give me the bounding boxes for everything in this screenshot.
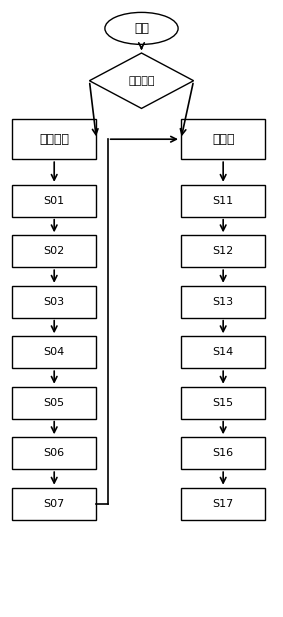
Text: S17: S17 bbox=[213, 499, 234, 508]
FancyBboxPatch shape bbox=[12, 487, 97, 520]
Text: S16: S16 bbox=[213, 448, 234, 458]
FancyBboxPatch shape bbox=[181, 119, 265, 159]
Text: S01: S01 bbox=[44, 196, 65, 205]
FancyBboxPatch shape bbox=[181, 286, 265, 318]
FancyBboxPatch shape bbox=[181, 487, 265, 520]
FancyBboxPatch shape bbox=[181, 437, 265, 469]
FancyBboxPatch shape bbox=[181, 336, 265, 368]
Text: S07: S07 bbox=[44, 499, 65, 508]
Text: S11: S11 bbox=[213, 196, 234, 205]
FancyBboxPatch shape bbox=[12, 184, 97, 217]
Text: S04: S04 bbox=[44, 347, 65, 357]
FancyBboxPatch shape bbox=[12, 235, 97, 267]
Text: S13: S13 bbox=[213, 297, 234, 307]
FancyBboxPatch shape bbox=[12, 336, 97, 368]
FancyBboxPatch shape bbox=[12, 119, 97, 159]
FancyBboxPatch shape bbox=[12, 437, 97, 469]
FancyBboxPatch shape bbox=[181, 184, 265, 217]
Ellipse shape bbox=[105, 12, 178, 44]
Polygon shape bbox=[89, 53, 194, 109]
Text: S15: S15 bbox=[213, 398, 234, 408]
FancyBboxPatch shape bbox=[12, 387, 97, 419]
Text: 降麞机前: 降麞机前 bbox=[39, 133, 69, 146]
Text: S05: S05 bbox=[44, 398, 65, 408]
Text: S14: S14 bbox=[213, 347, 234, 357]
Text: 锂坤位置: 锂坤位置 bbox=[128, 76, 155, 86]
FancyBboxPatch shape bbox=[181, 387, 265, 419]
Text: 轧机前: 轧机前 bbox=[212, 133, 234, 146]
FancyBboxPatch shape bbox=[181, 235, 265, 267]
Text: 开始: 开始 bbox=[134, 22, 149, 35]
Text: S03: S03 bbox=[44, 297, 65, 307]
Text: S06: S06 bbox=[44, 448, 65, 458]
Text: S02: S02 bbox=[44, 246, 65, 256]
FancyBboxPatch shape bbox=[12, 286, 97, 318]
Text: S12: S12 bbox=[213, 246, 234, 256]
